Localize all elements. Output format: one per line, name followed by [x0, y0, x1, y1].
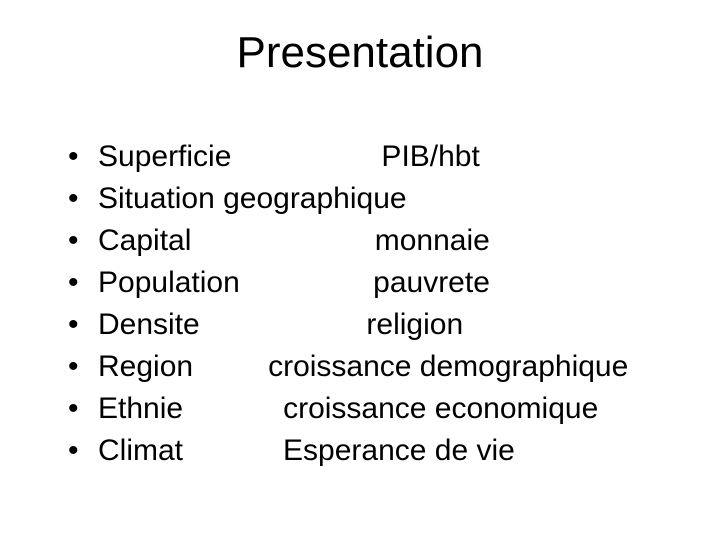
list-item: Densite religion — [68, 304, 680, 346]
list-item: Situation geographique — [68, 178, 680, 220]
list-item: Climat Esperance de vie — [68, 430, 680, 472]
list-item: Region croissance demographique — [68, 346, 680, 388]
bullet-list: Superficie PIB/hbt Situation geographiqu… — [40, 136, 680, 472]
list-item: Capital monnaie — [68, 220, 680, 262]
slide-title: Presentation — [40, 28, 680, 78]
list-item: Superficie PIB/hbt — [68, 136, 680, 178]
list-item: Ethnie croissance economique — [68, 388, 680, 430]
list-item: Population pauvrete — [68, 262, 680, 304]
slide: Presentation Superficie PIB/hbt Situatio… — [0, 0, 720, 540]
